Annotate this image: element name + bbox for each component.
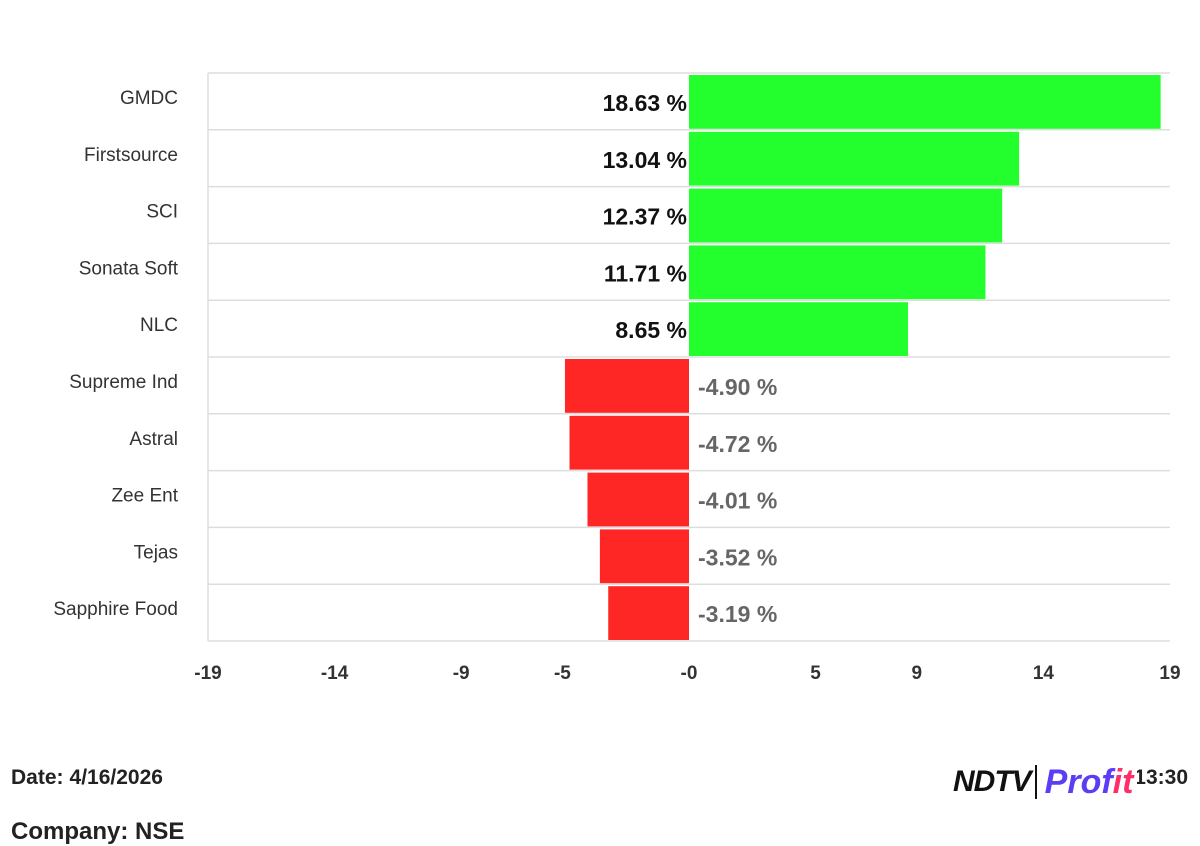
x-tick-label: 14 — [1033, 663, 1055, 684]
bar — [689, 245, 986, 300]
brand-divider — [1034, 765, 1037, 799]
category-label: Supreme Ind — [69, 372, 178, 393]
brand-profit: Profit — [1045, 763, 1134, 802]
category-label: NLC — [140, 315, 178, 336]
value-label: 12.37 % — [603, 204, 687, 230]
bar — [599, 529, 689, 584]
value-label: -4.72 % — [698, 431, 777, 457]
x-tick-label: -14 — [321, 663, 349, 684]
date-label: Date: — [11, 766, 64, 789]
value-label: 13.04 % — [603, 147, 687, 173]
category-label: Tejas — [134, 542, 178, 563]
category-label: Astral — [129, 429, 178, 450]
value-label: -3.19 % — [698, 601, 777, 627]
category-label: SCI — [146, 202, 178, 223]
category-label: Sonata Soft — [79, 258, 179, 279]
chart-gridlines — [207, 72, 1170, 642]
x-tick-label: -9 — [453, 663, 470, 684]
bar — [689, 131, 1020, 186]
x-tick-label: 9 — [912, 663, 923, 684]
x-tick-label: -5 — [554, 663, 571, 684]
bar — [564, 359, 689, 413]
chart-bars — [564, 75, 1161, 640]
bar — [587, 472, 689, 527]
bar — [689, 302, 908, 356]
bar — [689, 75, 1161, 129]
category-label: Zee Ent — [111, 486, 178, 507]
x-axis-tick-labels: -19 -14 -9 -5 -0 5 9 14 19 — [194, 663, 1180, 684]
category-label: GMDC — [120, 88, 178, 109]
date-value: 4/16/2026 — [69, 766, 163, 789]
x-tick-label: 5 — [810, 663, 821, 684]
bar — [608, 586, 689, 640]
brand-ndtv: NDTV — [953, 765, 1032, 798]
bar — [689, 188, 1003, 243]
value-label: 11.71 % — [604, 260, 687, 286]
date-display: Date: 4/16/2026 — [11, 766, 163, 790]
value-label: 8.65 % — [615, 317, 687, 343]
x-tick-label: 19 — [1159, 663, 1180, 684]
value-label: 18.63 % — [603, 90, 687, 116]
category-labels: GMDC Firstsource SCI Sonata Soft NLC Supreme … — [53, 88, 178, 620]
bar — [569, 415, 689, 470]
x-tick-label: -0 — [681, 663, 698, 684]
category-label: Sapphire Food — [53, 599, 178, 620]
ndtv-profit-logo: NDTV Profit — [953, 762, 1138, 802]
value-label: -3.52 % — [698, 544, 777, 570]
value-label: -4.90 % — [698, 374, 777, 400]
value-labels: 18.63 % 13.04 % 12.37 % 11.71 % 8.65 % -4.90 … — [603, 90, 778, 627]
brand-profit-main: Prof — [1044, 762, 1113, 801]
bar-chart: GMDC Firstsource SCI Sonata Soft NLC Supreme … — [53, 72, 1181, 684]
exchange-label: Company: NSE — [11, 818, 185, 845]
category-label: Firstsource — [84, 145, 178, 166]
brand-profit-accent: it — [1112, 762, 1134, 801]
value-label: -4.01 % — [698, 488, 777, 514]
x-tick-label: -19 — [194, 663, 221, 684]
